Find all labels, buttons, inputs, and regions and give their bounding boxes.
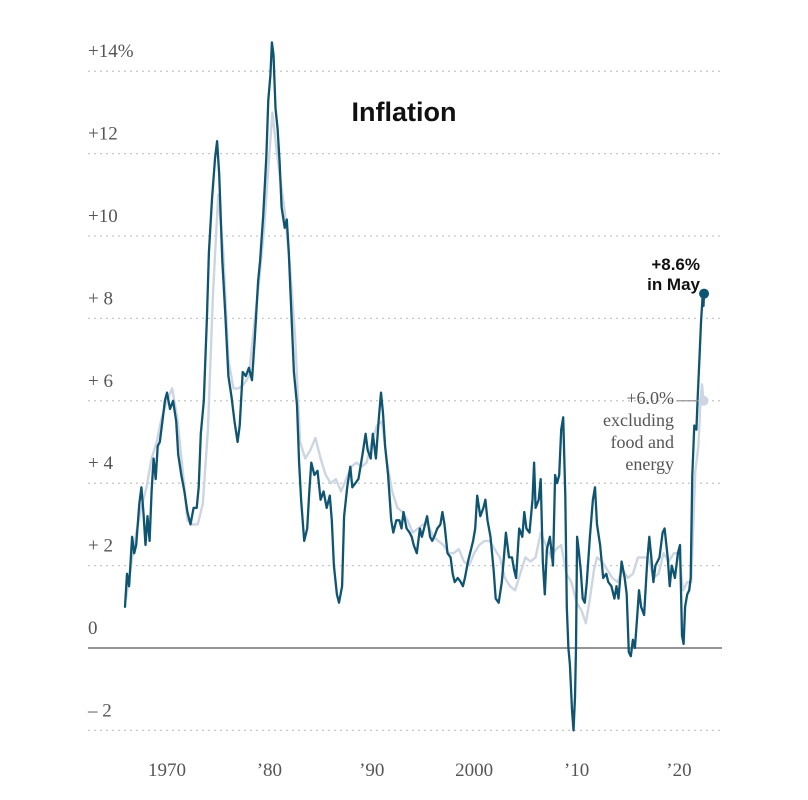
headline-annotation-line: +8.6% <box>651 255 700 274</box>
y-tick-label: 0 <box>88 618 98 639</box>
y-tick-label: +12 <box>88 124 118 145</box>
series-lines <box>123 41 706 732</box>
y-tick-label: + 6 <box>88 371 113 392</box>
chart-title: Inflation <box>352 97 457 127</box>
x-axis-ticks: 1970 ’80 ’90 2000 ’10 ’20 <box>148 760 692 781</box>
x-tick-label: ’90 <box>359 760 384 781</box>
core-annotation-line: food and <box>611 432 674 452</box>
y-tick-label: – 2 <box>87 700 112 721</box>
headline-annotation-line: in May <box>647 275 700 294</box>
y-tick-label: + 4 <box>88 453 113 474</box>
x-tick-label: 1970 <box>148 760 186 781</box>
y-tick-label: + 8 <box>88 288 113 309</box>
x-tick-label: ’80 <box>257 760 282 781</box>
x-tick-label: 2000 <box>455 760 493 781</box>
y-gridlines: +14% +12 +10 + 8 + 6 + 4 + 2 0 – 2 <box>87 41 722 732</box>
y-tick-label: +14% <box>88 41 134 62</box>
core-annotation-line: energy <box>625 454 674 474</box>
y-tick-label: + 2 <box>88 536 113 557</box>
all-items-cpi-line <box>123 41 706 732</box>
core-annotation-line: +6.0% <box>626 388 674 408</box>
x-tick-label: ’20 <box>666 760 691 781</box>
y-tick-label: +10 <box>88 206 118 227</box>
core-annotation-line: excluding <box>603 410 674 430</box>
all-items-endpoint-dot <box>699 288 710 299</box>
x-tick-label: ’10 <box>564 760 589 781</box>
core-endpoint-dot <box>698 395 709 406</box>
